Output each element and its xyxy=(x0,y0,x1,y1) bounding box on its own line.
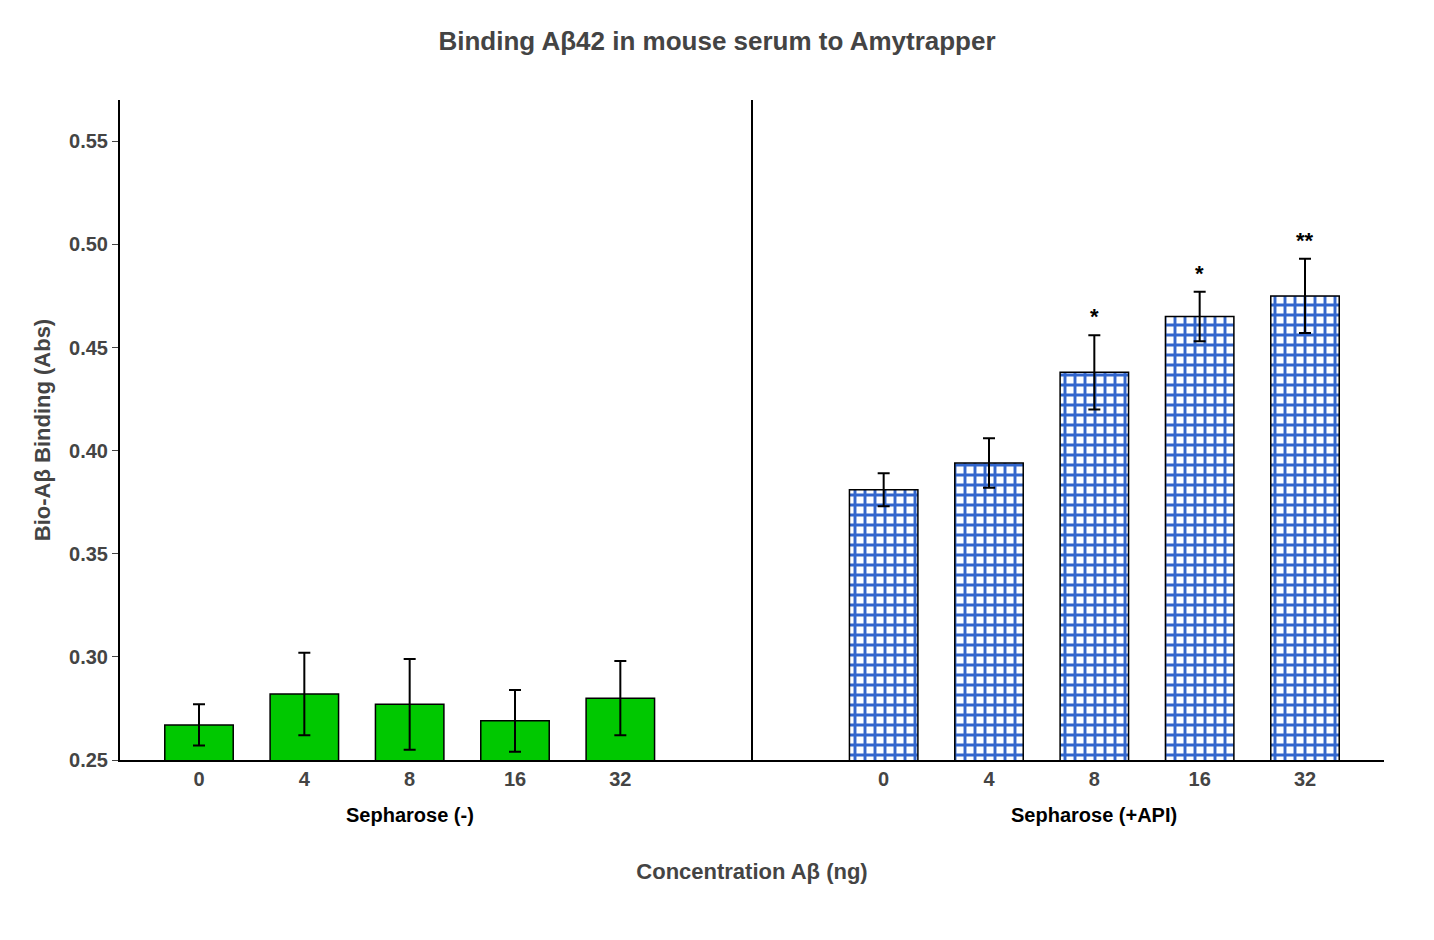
svg-text:0: 0 xyxy=(193,768,204,790)
svg-text:0.25: 0.25 xyxy=(69,749,108,771)
svg-text:16: 16 xyxy=(504,768,526,790)
svg-text:0.40: 0.40 xyxy=(69,440,108,462)
svg-text:*: * xyxy=(1195,261,1204,286)
svg-text:0.30: 0.30 xyxy=(69,646,108,668)
svg-text:Concentration Aβ (ng): Concentration Aβ (ng) xyxy=(636,859,867,884)
svg-text:0.45: 0.45 xyxy=(69,337,108,359)
svg-text:16: 16 xyxy=(1189,768,1211,790)
svg-text:*: * xyxy=(1090,304,1099,329)
svg-text:0.35: 0.35 xyxy=(69,543,108,565)
svg-text:Bio-Aβ Binding (Abs): Bio-Aβ Binding (Abs) xyxy=(30,319,55,541)
svg-text:0.55: 0.55 xyxy=(69,130,108,152)
svg-text:Sepharose (-): Sepharose (-) xyxy=(346,804,474,826)
svg-text:0.50: 0.50 xyxy=(69,233,108,255)
svg-text:Binding Aβ42 in mouse serum to: Binding Aβ42 in mouse serum to Amytrappe… xyxy=(438,26,995,56)
svg-text:**: ** xyxy=(1296,228,1314,253)
svg-text:8: 8 xyxy=(1089,768,1100,790)
svg-text:32: 32 xyxy=(1294,768,1316,790)
svg-text:4: 4 xyxy=(299,768,311,790)
svg-text:8: 8 xyxy=(404,768,415,790)
svg-text:32: 32 xyxy=(609,768,631,790)
svg-text:Sepharose (+API): Sepharose (+API) xyxy=(1011,804,1177,826)
svg-text:0: 0 xyxy=(878,768,889,790)
svg-text:4: 4 xyxy=(983,768,995,790)
